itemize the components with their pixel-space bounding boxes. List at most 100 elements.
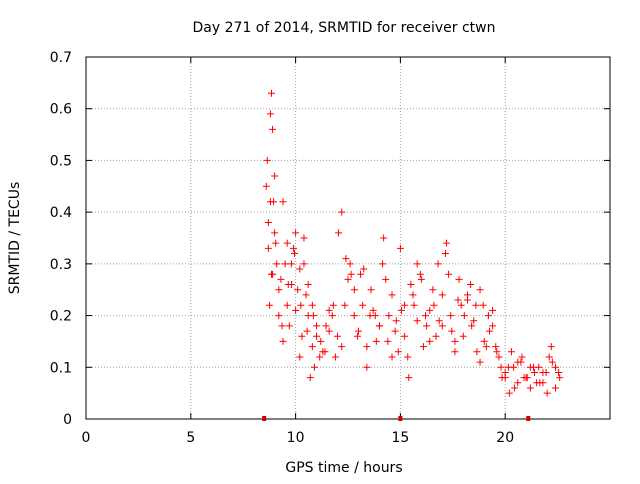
data-point bbox=[316, 353, 324, 361]
data-point bbox=[275, 286, 283, 294]
data-point bbox=[384, 337, 392, 345]
data-point bbox=[547, 343, 555, 351]
data-point bbox=[329, 301, 337, 309]
data-point bbox=[413, 260, 421, 268]
data-point bbox=[405, 374, 413, 382]
data-point bbox=[267, 270, 275, 278]
data-point bbox=[454, 296, 462, 304]
data-point bbox=[457, 301, 465, 309]
data-point bbox=[287, 260, 295, 268]
data-point bbox=[413, 317, 421, 325]
data-point bbox=[284, 281, 292, 289]
data-point bbox=[264, 244, 272, 252]
data-point bbox=[310, 363, 318, 371]
data-point bbox=[313, 332, 321, 340]
data-point bbox=[482, 343, 490, 351]
data-point bbox=[492, 343, 500, 351]
data-point bbox=[369, 306, 377, 314]
data-point bbox=[529, 363, 537, 371]
data-point bbox=[283, 239, 291, 247]
data-point bbox=[302, 291, 310, 299]
data-point bbox=[392, 317, 400, 325]
data-point bbox=[401, 332, 409, 340]
data-point bbox=[292, 229, 300, 237]
axis-marker-layer bbox=[262, 416, 531, 421]
data-point bbox=[543, 389, 551, 397]
data-point bbox=[476, 286, 484, 294]
data-point bbox=[296, 353, 304, 361]
data-point bbox=[493, 348, 501, 356]
data-point bbox=[479, 301, 487, 309]
data-point bbox=[438, 291, 446, 299]
chart-title: Day 271 of 2014, SRMTID for receiver ctw… bbox=[193, 20, 496, 36]
data-point bbox=[379, 260, 387, 268]
data-point bbox=[556, 374, 564, 382]
data-point bbox=[489, 306, 497, 314]
data-point bbox=[497, 363, 505, 371]
data-point bbox=[283, 301, 291, 309]
data-point bbox=[451, 348, 459, 356]
y-tick-label: 0.3 bbox=[50, 257, 72, 273]
data-point bbox=[472, 301, 480, 309]
x-tick-label: 20 bbox=[496, 430, 514, 446]
data-point bbox=[363, 343, 371, 351]
data-point bbox=[292, 306, 300, 314]
data-point bbox=[272, 239, 280, 247]
data-point bbox=[460, 312, 468, 320]
data-point bbox=[407, 281, 415, 289]
plot-frame bbox=[85, 56, 611, 420]
data-point bbox=[353, 332, 361, 340]
data-point bbox=[357, 270, 365, 278]
data-point bbox=[404, 353, 412, 361]
data-point bbox=[448, 327, 456, 335]
data-point bbox=[297, 301, 305, 309]
data-point bbox=[518, 353, 526, 361]
data-point bbox=[279, 337, 287, 345]
y-tick-label: 0.4 bbox=[50, 205, 72, 221]
data-point bbox=[388, 353, 396, 361]
axis-marker bbox=[526, 416, 531, 421]
y-tick-label: 0.1 bbox=[50, 360, 72, 376]
data-point bbox=[536, 379, 544, 387]
data-point bbox=[264, 218, 272, 226]
data-point bbox=[498, 374, 506, 382]
data-point bbox=[523, 374, 531, 382]
data-point bbox=[294, 286, 302, 294]
data-point bbox=[338, 343, 346, 351]
data-point bbox=[489, 322, 497, 330]
data-point bbox=[473, 348, 481, 356]
data-point bbox=[366, 312, 374, 320]
data-point bbox=[322, 322, 330, 330]
data-point bbox=[470, 317, 478, 325]
data-point bbox=[350, 286, 358, 294]
data-point bbox=[423, 322, 431, 330]
data-point bbox=[417, 275, 425, 283]
data-point bbox=[304, 281, 312, 289]
data-point bbox=[485, 327, 493, 335]
data-point bbox=[271, 229, 279, 237]
data-point bbox=[303, 327, 311, 335]
data-point bbox=[342, 255, 350, 263]
data-point bbox=[367, 286, 375, 294]
data-point bbox=[416, 270, 424, 278]
data-point bbox=[435, 317, 443, 325]
x-axis-label: GPS time / hours bbox=[285, 460, 402, 476]
data-point bbox=[328, 312, 336, 320]
data-point bbox=[277, 275, 285, 283]
data-point bbox=[262, 182, 270, 190]
data-point bbox=[285, 322, 293, 330]
data-point bbox=[382, 275, 390, 283]
data-point bbox=[430, 301, 438, 309]
data-point bbox=[517, 358, 525, 366]
data-point bbox=[325, 327, 333, 335]
axis-marker bbox=[262, 416, 267, 421]
data-point bbox=[401, 301, 409, 309]
data-point bbox=[542, 368, 550, 376]
data-point bbox=[501, 368, 509, 376]
data-point bbox=[495, 353, 503, 361]
data-point bbox=[325, 306, 333, 314]
data-point bbox=[341, 301, 349, 309]
data-point bbox=[467, 281, 475, 289]
data-point bbox=[445, 270, 453, 278]
